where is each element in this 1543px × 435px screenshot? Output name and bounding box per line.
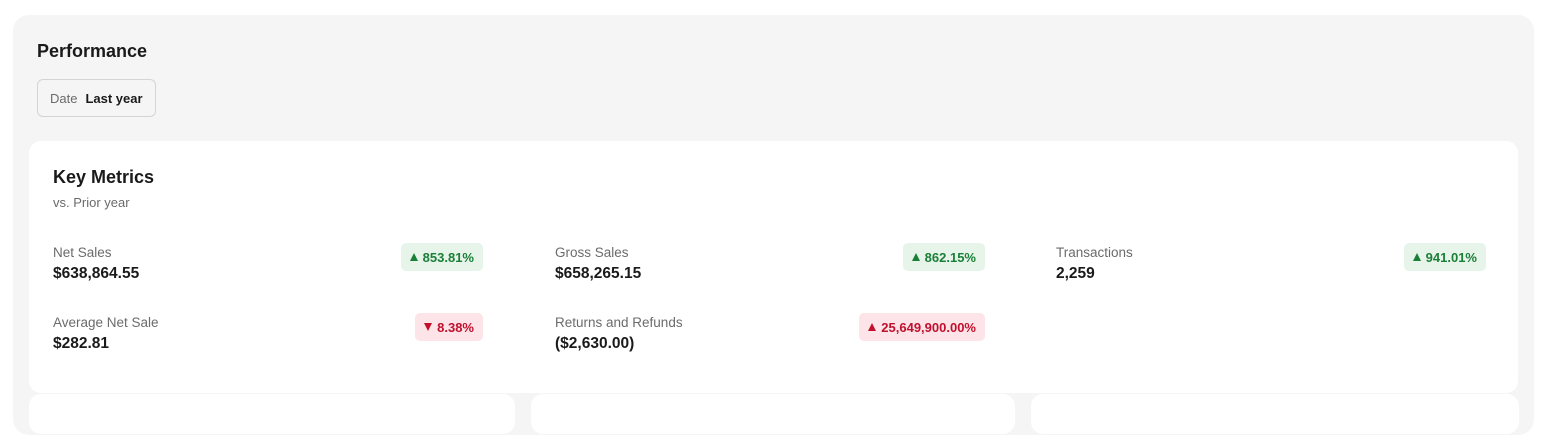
metric-label: Average Net Sale	[53, 315, 159, 330]
date-filter-label: Date	[50, 90, 78, 106]
change-value: 862.15%	[924, 249, 976, 265]
arrow-up-icon	[409, 253, 418, 261]
metric-value: $638,864.55	[53, 265, 140, 282]
metric-value: ($2,630.00)	[555, 335, 635, 352]
metric-net-sales: Net Sales $638,864.55 853.81%	[53, 243, 483, 289]
arrow-up-icon	[868, 323, 877, 331]
change-badge: 862.15%	[902, 243, 985, 271]
change-value: 853.81%	[422, 249, 474, 265]
arrow-up-icon	[911, 253, 920, 261]
date-filter-value: Last year	[85, 90, 143, 106]
arrow-down-icon	[424, 323, 433, 331]
change-value: 8.38%	[437, 319, 474, 335]
metric-transactions: Transactions 2,259 941.01%	[1056, 243, 1486, 289]
metric-label: Net Sales	[53, 245, 112, 260]
key-metrics-title: Key Metrics	[53, 167, 155, 187]
page-title: Performance	[37, 41, 148, 61]
metric-returns-and-refunds: Returns and Refunds ($2,630.00) 25,649,9…	[555, 313, 985, 359]
metric-average-net-sale: Average Net Sale $282.81 8.38%	[53, 313, 483, 359]
metric-label: Gross Sales	[555, 245, 629, 260]
arrow-up-icon	[1412, 253, 1421, 261]
next-card-3	[1031, 394, 1519, 434]
metric-gross-sales: Gross Sales $658,265.15 862.15%	[555, 243, 985, 289]
change-badge: 941.01%	[1403, 243, 1486, 271]
metric-label: Returns and Refunds	[555, 315, 683, 330]
change-value: 941.01%	[1425, 249, 1477, 265]
key-metrics-card: Key Metrics vs. Prior year Net Sales $63…	[29, 141, 1518, 393]
metric-value: $658,265.15	[555, 265, 642, 282]
change-value: 25,649,900.00%	[881, 319, 976, 335]
performance-section: Performance Date Last year Key Metrics v…	[13, 15, 1534, 435]
next-card-2	[531, 394, 1015, 434]
change-badge: 8.38%	[415, 313, 483, 341]
change-badge: 25,649,900.00%	[859, 313, 985, 341]
metric-value: 2,259	[1056, 265, 1095, 282]
metric-label: Transactions	[1056, 245, 1133, 260]
metric-value: $282.81	[53, 335, 110, 352]
key-metrics-subtitle: vs. Prior year	[53, 195, 130, 210]
next-card-1	[29, 394, 515, 434]
change-badge: 853.81%	[400, 243, 483, 271]
date-filter-button[interactable]: Date Last year	[37, 79, 156, 117]
